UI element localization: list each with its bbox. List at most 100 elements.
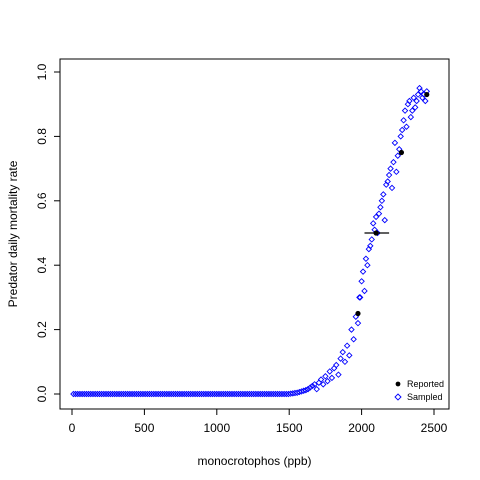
sampled-point [343,342,351,349]
sampled-point [72,390,79,398]
sampled-point [401,107,409,114]
sampled-point [257,390,264,398]
sampled-point [259,390,266,398]
sampled-point [85,390,92,398]
sampled-point [397,133,404,140]
sampled-point [362,255,370,262]
y-tick-label: 1.0 [35,63,49,80]
sampled-point [239,390,247,398]
sampled-point [265,390,273,398]
sampled-point [328,374,336,382]
sampled-point [326,368,333,375]
sampled-point [350,336,357,343]
sampled-point [241,390,249,398]
sampled-point [139,390,147,398]
sampled-point [410,94,417,101]
sampled-point [369,220,377,227]
sampled-point [400,117,407,124]
sampled-point [198,390,205,398]
sampled-point [157,390,164,398]
sampled-point [263,390,270,398]
sampled-point [87,390,95,398]
sampled-point [274,390,281,398]
sampled-point [252,390,260,398]
sampled-point [94,390,101,398]
x-tick-label: 2000 [348,421,375,435]
sampled-point [417,88,425,95]
sampled-point [222,390,229,398]
sampled-point [311,381,318,388]
sampled-point [356,294,363,301]
sampled-point [213,390,221,398]
y-tick-label: 0.8 [35,128,49,145]
sampled-point [322,373,329,380]
sampled-point [117,390,125,398]
x-tick-label: 2500 [421,421,448,435]
sampled-point [276,390,284,398]
sampled-point [74,390,82,398]
sampled-point [217,390,225,398]
y-axis-title: Predator daily mortality rate [6,160,20,307]
sampled-point [165,390,173,398]
sampled-point [393,168,400,176]
sampled-point [411,104,419,111]
sampled-point [200,390,208,398]
sampled-point [335,371,342,378]
sampled-point [306,384,314,391]
x-tick-label: 1000 [203,421,230,435]
y-tick-label: 0.0 [35,385,49,402]
sampled-point [167,390,175,398]
sampled-point [111,390,118,398]
sampled-point [388,184,396,192]
x-axis: 0 500 1000 1500 2000 2500 [69,408,448,435]
sampled-point [137,390,145,398]
sampled-point [356,294,364,301]
sampled-point [131,390,138,398]
reported-point [355,310,361,317]
reported-point [424,91,430,98]
sampled-point [207,390,214,398]
reported-series [355,91,430,317]
sampled-point [152,390,160,398]
sampled-point [215,390,223,398]
sampled-point [191,390,199,398]
sampled-point [159,390,166,398]
sampled-point [261,390,268,398]
sampled-point [302,386,310,394]
y-tick-label: 0.4 [35,257,49,274]
sampled-point [150,390,158,398]
sampled-point [100,390,108,398]
sampled-point [96,390,103,398]
sampled-point [161,390,168,398]
sampled-point [109,390,116,398]
sampled-point [224,390,231,398]
sampled-point [70,390,77,398]
sampled-point [309,382,316,390]
sampled-point [367,242,374,250]
sampled-point [414,91,422,98]
sampled-point [272,390,279,398]
sampled-point [380,191,387,198]
sampled-point [141,390,149,398]
sampled-point [409,107,416,114]
sampled-point [211,390,218,398]
sampled-point [122,390,129,398]
sampled-point [250,390,257,398]
sampled-point [102,390,110,398]
sampled-point [126,390,134,398]
sampled-point [348,326,355,333]
sampled-point [154,390,162,398]
sampled-point [372,213,380,221]
sampled-point [364,261,371,269]
sampled-point [304,385,312,393]
sampled-point [319,381,327,388]
sampled-point [394,152,402,159]
sampled-point [278,390,286,398]
sampled-point [337,355,344,362]
sampled-point [135,390,142,398]
sampled-point [422,97,429,105]
sampled-point [226,390,234,398]
sampled-point [270,390,277,398]
